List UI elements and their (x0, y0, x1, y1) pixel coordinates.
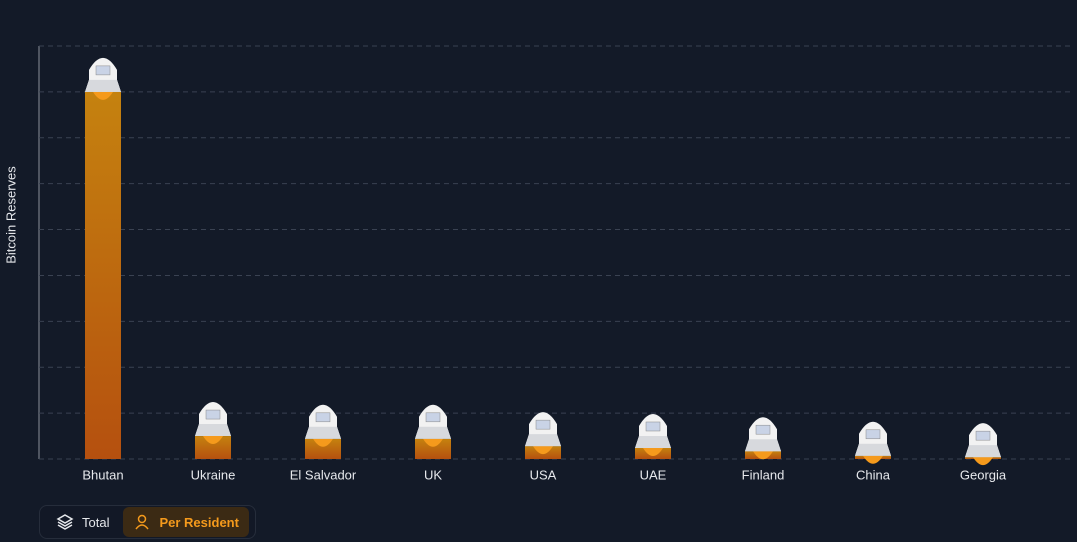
x-tick-label: Finland (742, 467, 785, 482)
toggle-option[interactable]: Total (46, 507, 119, 537)
rocket-fin (855, 443, 891, 456)
flag (755, 424, 771, 435)
flag (315, 412, 331, 423)
rocket-flame (533, 446, 553, 455)
bar (195, 436, 231, 459)
x-tick-label: USA (530, 467, 557, 482)
rocket (635, 413, 671, 456)
toggle-label: Per Resident (159, 514, 239, 530)
x-tick-label: Georgia (960, 467, 1007, 482)
x-tick-label: UAE (640, 467, 667, 482)
flag (95, 65, 111, 76)
rocket (195, 402, 231, 445)
x-tick-label: UK (424, 467, 442, 482)
toggle-label: Total (82, 514, 110, 530)
rocket-fin (965, 445, 1001, 458)
bar (415, 438, 451, 459)
x-tick-label: Bhutan (82, 467, 123, 482)
x-tick-label: China (856, 467, 891, 482)
rocket-flame (93, 91, 113, 100)
bar (85, 91, 121, 459)
rocket-flame (423, 438, 443, 447)
flag (645, 421, 661, 432)
rocket (305, 404, 341, 447)
rocket (965, 423, 1001, 466)
rocket (525, 412, 561, 455)
rocket-fin (85, 79, 121, 92)
flag (535, 419, 551, 430)
rocket (415, 404, 451, 447)
rocket-flame (313, 438, 333, 447)
rocket-fin (415, 426, 451, 439)
rocket-flame (203, 436, 223, 445)
rocket-flame (973, 457, 993, 466)
x-tick-label: El Salvador (290, 467, 357, 482)
rocket-fin (635, 435, 671, 448)
rocket (745, 417, 781, 460)
rocket-fin (195, 424, 231, 437)
flag (205, 409, 221, 420)
rocket-fin (745, 439, 781, 452)
rocket-fin (525, 434, 561, 447)
rocket-flame (643, 447, 663, 456)
rocket-flame (863, 455, 883, 464)
bar (305, 438, 341, 459)
toggle-option[interactable]: Per Resident (123, 507, 249, 537)
rocket (85, 57, 121, 100)
rocket-fin (305, 426, 341, 439)
rocket-flame (753, 451, 773, 460)
flag (425, 412, 441, 423)
x-tick-label: Ukraine (191, 467, 236, 482)
flag (865, 429, 881, 440)
rocket (855, 421, 891, 464)
chart: Bitcoin Reserves Bhutan Ukraine El Salvado… (3, 45, 1072, 482)
view-toggle: Total Per Resident (39, 505, 256, 539)
y-axis-label: Bitcoin Reserves (3, 166, 18, 264)
flag (975, 430, 991, 441)
